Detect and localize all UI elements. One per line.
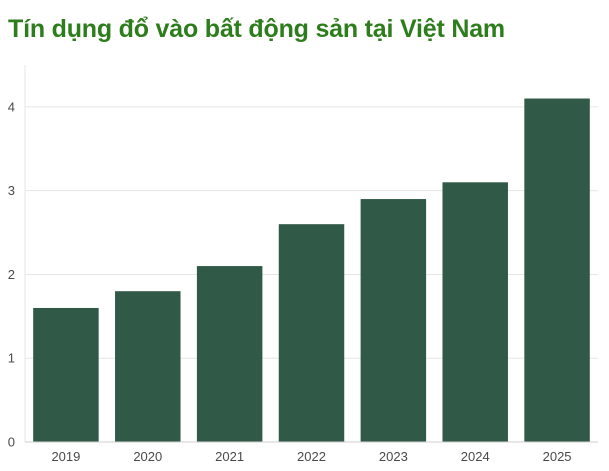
axes bbox=[24, 65, 598, 443]
x-tick-label: 2019 bbox=[51, 449, 80, 464]
x-tick-label: 2022 bbox=[297, 449, 326, 464]
x-tick-label: 2023 bbox=[379, 449, 408, 464]
bars bbox=[33, 98, 590, 443]
y-tick-label: 0 bbox=[8, 435, 15, 450]
bar bbox=[442, 182, 508, 443]
y-tick-labels: 0 1 2 3 4 bbox=[8, 99, 15, 449]
bar bbox=[196, 266, 263, 442]
chart-title: Tín dụng đổ vào bất động sản tại Việt Na… bbox=[8, 15, 505, 43]
x-tick-label: 2020 bbox=[133, 449, 162, 464]
x-tick-label: 2025 bbox=[543, 449, 572, 464]
y-tick-label: 1 bbox=[8, 351, 15, 366]
x-tick-label: 2021 bbox=[215, 449, 244, 464]
bar bbox=[115, 291, 181, 442]
bar bbox=[278, 224, 345, 442]
bar bbox=[33, 307, 99, 442]
y-tick-label: 4 bbox=[8, 99, 15, 114]
x-tick-label: 2024 bbox=[461, 449, 490, 464]
y-tick-label: 3 bbox=[8, 183, 15, 198]
y-tick-label: 2 bbox=[8, 267, 15, 282]
bar bbox=[524, 98, 590, 442]
x-tick-labels: 2019 2020 2021 2022 2023 2024 2025 bbox=[51, 449, 571, 464]
bar bbox=[360, 199, 427, 442]
